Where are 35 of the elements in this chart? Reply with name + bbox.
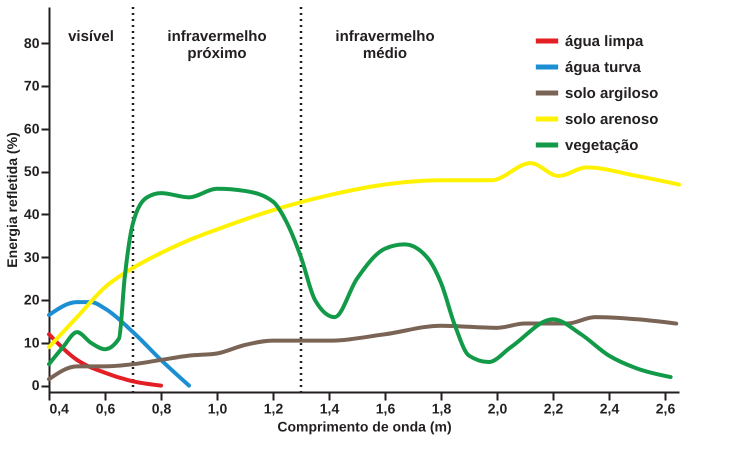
y-tick-label: 80: [24, 34, 40, 51]
annotation: infravermelho médio: [335, 28, 435, 62]
y-tick-label: 60: [24, 120, 40, 136]
x-tick-label: 2,6: [656, 400, 676, 416]
x-tick-label: 1,6: [376, 400, 396, 416]
x-tick-label: 0,8: [152, 400, 172, 416]
x-tick-label: 2,4: [600, 400, 620, 416]
y-tick-label: 40: [24, 206, 40, 222]
legend-label: água turva: [565, 59, 642, 76]
x-tick-label: 1,4: [320, 400, 340, 416]
annotation: infravermelho próximo: [167, 28, 267, 62]
x-tick-label: 2,2: [544, 400, 564, 416]
y-axis-title: Energia refletida (%): [4, 132, 20, 268]
legend-label: água limpa: [565, 33, 644, 50]
x-tick-label: 0,4: [50, 400, 70, 416]
legend-label: solo arenoso: [565, 111, 658, 128]
x-tick-label: 1,0: [208, 400, 228, 416]
y-tick-label: 0: [32, 377, 40, 394]
line-series: [47, 315, 678, 382]
x-tick-label: 1,2: [264, 400, 284, 416]
y-tick-label: 20: [24, 292, 40, 308]
x-tick-label: 2,0: [488, 400, 508, 416]
legend-label: solo argiloso: [565, 85, 658, 102]
line-series: [47, 300, 191, 388]
x-axis-title: Comprimento de onda (m): [277, 418, 452, 434]
y-tick-label: 50: [24, 163, 40, 180]
x-tick-label: 1,8: [432, 400, 452, 416]
y-tick-label: 30: [24, 248, 40, 265]
y-tick-label: 70: [24, 78, 40, 94]
y-tick-label: 10: [24, 334, 40, 350]
line-series: [47, 186, 673, 380]
x-tick-label: 0,6: [96, 400, 116, 416]
line-series: [47, 161, 681, 350]
annotation: visível: [68, 28, 114, 45]
legend-label: vegetação: [565, 137, 638, 154]
